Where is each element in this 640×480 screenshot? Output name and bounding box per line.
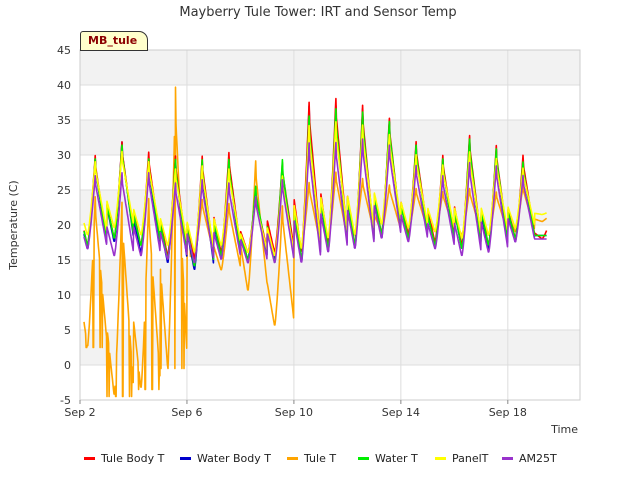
- plot-band: [80, 330, 580, 365]
- x-tick-label: Sep 14: [382, 406, 420, 419]
- legend-item[interactable]: PanelT: [435, 452, 488, 465]
- legend-label: Tule Body T: [101, 452, 165, 465]
- y-tick-label: 20: [57, 219, 71, 232]
- legend-item[interactable]: Tule Body T: [84, 452, 164, 465]
- legend-item[interactable]: Water Body T: [180, 452, 271, 465]
- y-tick-label: 10: [57, 289, 71, 302]
- legend-swatch: [435, 457, 446, 460]
- y-tick-label: -5: [60, 394, 71, 407]
- y-tick-label: 0: [64, 359, 71, 372]
- station-label-tag: MB_tule: [80, 31, 149, 51]
- plot-band: [80, 85, 580, 120]
- legend-label: PanelT: [452, 452, 489, 465]
- plot-border: [79, 49, 581, 401]
- x-tick-label: Sep 10: [275, 406, 313, 419]
- x-tick-label: Sep 2: [64, 406, 95, 419]
- legend-item[interactable]: Tule T: [287, 452, 336, 465]
- series-line-panelt: [83, 121, 547, 257]
- chart-title: Mayberry Tule Tower: IRT and Sensor Temp: [179, 5, 456, 20]
- y-tick-label: 45: [57, 44, 71, 57]
- series-line-am25t: [83, 138, 547, 264]
- chart-legend: Tule Body T Water Body T Tule T Water T Pane…: [0, 452, 640, 470]
- legend-swatch: [502, 457, 513, 460]
- legend-item[interactable]: AM25T: [502, 452, 557, 465]
- plot-band: [80, 155, 580, 190]
- y-axis-label: Temperature (C): [7, 180, 20, 270]
- legend-label: Water Body T: [197, 452, 271, 465]
- plot-band: [80, 120, 580, 155]
- y-tick-label: 5: [64, 324, 71, 337]
- series-lines: [83, 86, 548, 398]
- legend-label: AM25T: [519, 452, 557, 465]
- plot-frame: [79, 49, 581, 401]
- legend-label: Water T: [375, 452, 418, 465]
- y-tick-label: 25: [57, 184, 71, 197]
- series-line-tule-t: [83, 86, 548, 398]
- legend-item[interactable]: Water T: [358, 452, 418, 465]
- y-axis-ticks: -5 0 5 10 15 20 25 30 35 40 45: [57, 44, 71, 407]
- legend-swatch: [84, 457, 95, 460]
- x-axis-ticks: Sep 2 Sep 6 Sep 10 Sep 14 Sep 18: [64, 400, 527, 419]
- legend-swatch: [180, 457, 191, 460]
- plot-band: [80, 260, 580, 295]
- y-tick-label: 15: [57, 254, 71, 267]
- legend-swatch: [287, 457, 298, 460]
- x-axis-label: Time: [550, 423, 578, 436]
- plot-band: [80, 365, 580, 400]
- y-tick-label: 40: [57, 79, 71, 92]
- y-tick-label: 30: [57, 149, 71, 162]
- x-tick-label: Sep 18: [489, 406, 527, 419]
- plot-band: [80, 50, 580, 85]
- y-tick-label: 35: [57, 114, 71, 127]
- legend-label: Tule T: [304, 452, 337, 465]
- x-tick-label: Sep 6: [171, 406, 202, 419]
- legend-swatch: [358, 457, 369, 460]
